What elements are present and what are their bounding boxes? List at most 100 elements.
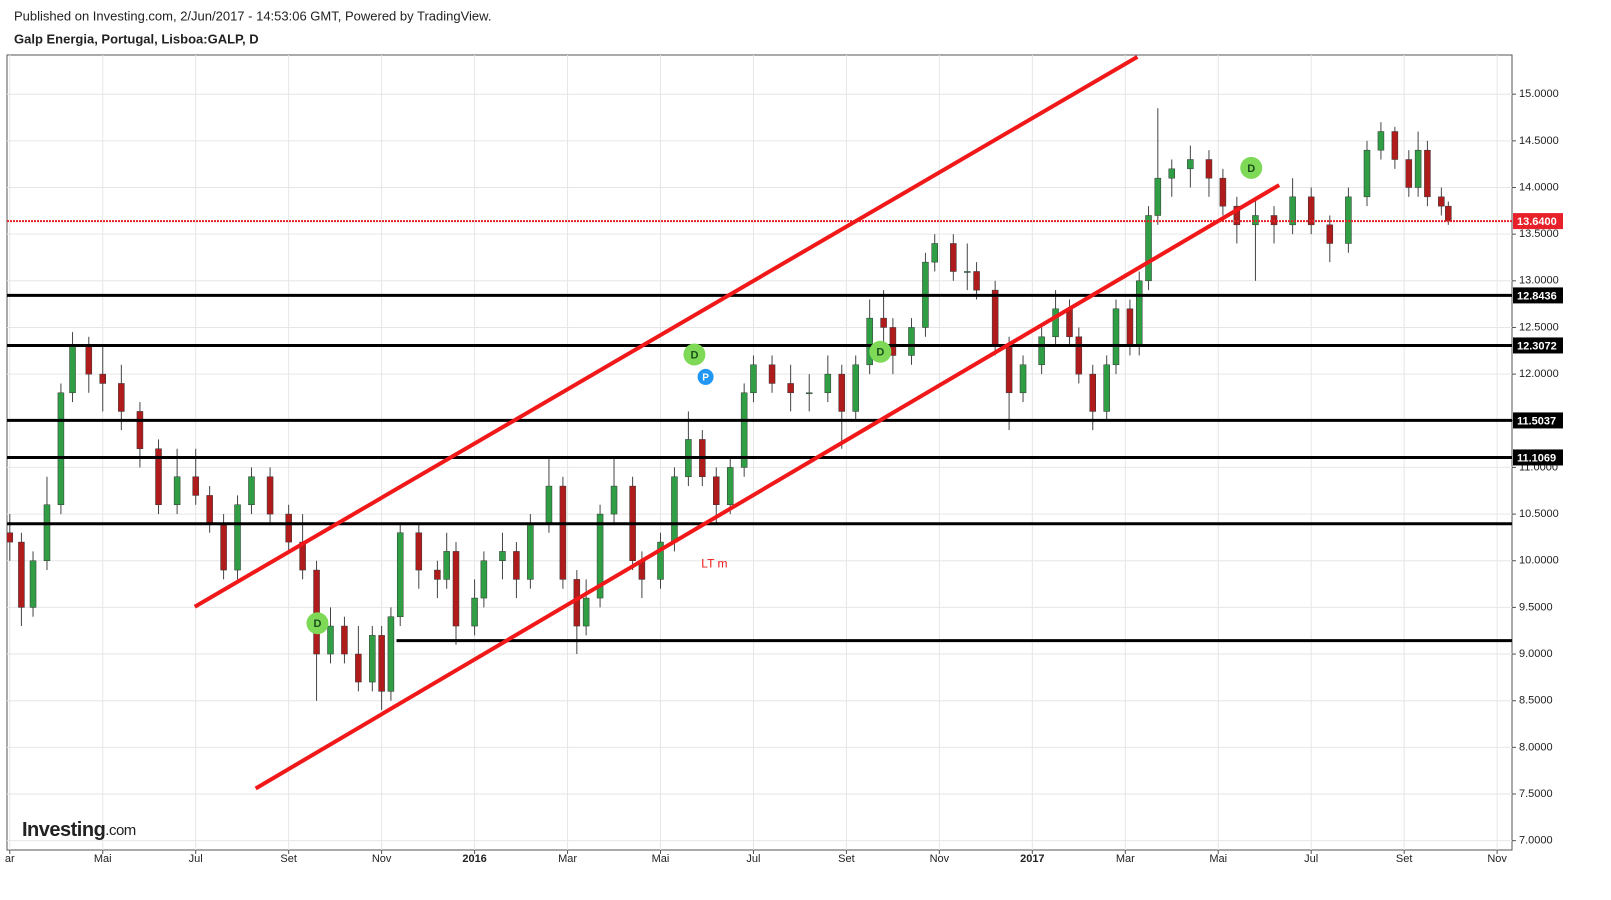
candle-body — [1019, 364, 1027, 394]
candle-body — [1126, 308, 1134, 347]
x-tick-label: Jul — [746, 853, 760, 865]
badge-label: P — [702, 373, 709, 384]
x-tick-label: Jul — [1304, 853, 1318, 865]
badge-label: D — [690, 349, 698, 361]
y-tick-label: 13.5000 — [1519, 228, 1559, 240]
candle-body — [285, 513, 292, 543]
candle-body — [1038, 336, 1045, 366]
x-tick-label: Set — [838, 853, 855, 865]
y-tick-label: 7.5000 — [1519, 788, 1553, 800]
badge — [683, 343, 706, 366]
candle-body — [1424, 149, 1431, 198]
x-tick-label: Nov — [930, 853, 950, 865]
candle-body — [29, 560, 37, 608]
candle-body — [173, 476, 181, 506]
candle-body — [234, 504, 241, 571]
candle-body — [443, 551, 450, 580]
candle-body — [155, 448, 162, 506]
candle-body — [387, 616, 395, 692]
y-tick-label: 7.0000 — [1519, 835, 1553, 847]
badge-label: D — [314, 618, 322, 630]
x-tick-label: Mar — [1116, 853, 1135, 865]
candle-body — [1363, 149, 1371, 198]
candle-body — [1145, 215, 1152, 282]
candle-body — [559, 485, 567, 580]
y-tick-label: 9.5000 — [1519, 601, 1553, 613]
level-tag — [1513, 287, 1563, 304]
candle-body — [452, 551, 460, 627]
x-tick-label: Jul — [189, 853, 203, 865]
candle-body — [99, 373, 106, 384]
candle-body — [378, 635, 385, 692]
candle-body — [740, 392, 748, 468]
annotation: LT m — [701, 557, 727, 571]
candle-body — [1205, 159, 1213, 179]
candle-body — [824, 373, 832, 394]
candle-body — [852, 364, 859, 412]
candle-body — [69, 345, 76, 394]
logo-name: Investing — [22, 819, 105, 841]
candle-body — [1377, 131, 1385, 151]
candle-body — [1066, 308, 1073, 338]
candle-body — [1289, 196, 1296, 226]
candle-body — [206, 495, 213, 524]
candle-body — [1154, 177, 1162, 216]
candle-body — [1089, 373, 1097, 412]
candle-body — [1135, 280, 1143, 347]
candle-body — [1168, 168, 1176, 179]
candle-body — [480, 560, 488, 599]
level-label: 12.8436 — [1517, 290, 1557, 302]
candle-body — [973, 271, 980, 291]
level-tag — [1513, 213, 1563, 230]
candle-body — [18, 541, 25, 608]
x-tick-label: Mai — [652, 853, 670, 865]
candle-body — [838, 373, 846, 412]
candle-body — [118, 383, 125, 412]
candle-body — [889, 327, 897, 356]
candle-body — [750, 364, 757, 394]
candle-body — [1391, 131, 1399, 160]
candle-body — [573, 579, 581, 627]
candle-body — [805, 392, 813, 395]
chart-title: Galp Energia, Portugal, Lisboa:GALP, D — [14, 31, 259, 46]
level-label: 11.5037 — [1517, 415, 1556, 427]
x-tick-label: Mai — [94, 853, 112, 865]
y-tick-label: 14.5000 — [1519, 135, 1559, 147]
logo-suffix: .com — [105, 822, 136, 839]
candle-body — [880, 317, 887, 328]
candle-body — [657, 541, 664, 580]
candle-body — [327, 625, 334, 655]
candle-body — [1307, 196, 1315, 226]
grid — [7, 55, 1512, 850]
candle-body — [192, 476, 199, 496]
badge — [1240, 156, 1263, 179]
candle-body — [1112, 308, 1120, 366]
level-label: 12.3072 — [1517, 340, 1557, 352]
candle-body — [1438, 196, 1445, 207]
logo: Investing.com — [22, 819, 136, 841]
y-tick-label: 8.0000 — [1519, 741, 1553, 753]
candle-body — [1005, 345, 1013, 394]
candle-body — [931, 243, 938, 263]
level-label: 11.1069 — [1517, 452, 1556, 464]
candle-body — [1233, 205, 1241, 226]
candle-body — [313, 569, 320, 655]
candle-body — [596, 513, 604, 599]
x-tick-label: Nov — [372, 853, 392, 865]
candle-body — [1445, 205, 1452, 222]
y-tick-label: 14.0000 — [1519, 181, 1559, 193]
badge — [869, 340, 892, 363]
badge-label: D — [1247, 163, 1255, 175]
x-tick-label: Mar — [558, 853, 577, 865]
candle-body — [866, 317, 873, 366]
candle-body — [136, 411, 144, 450]
y-tick-label: 12.5000 — [1519, 321, 1559, 333]
x-tick-label: 2017 — [1020, 853, 1044, 865]
badge — [697, 368, 714, 385]
candle-body — [610, 485, 618, 515]
candle-body — [341, 625, 348, 655]
candle-body — [415, 532, 423, 571]
candle-body — [1052, 308, 1059, 338]
candle-body — [964, 271, 971, 273]
